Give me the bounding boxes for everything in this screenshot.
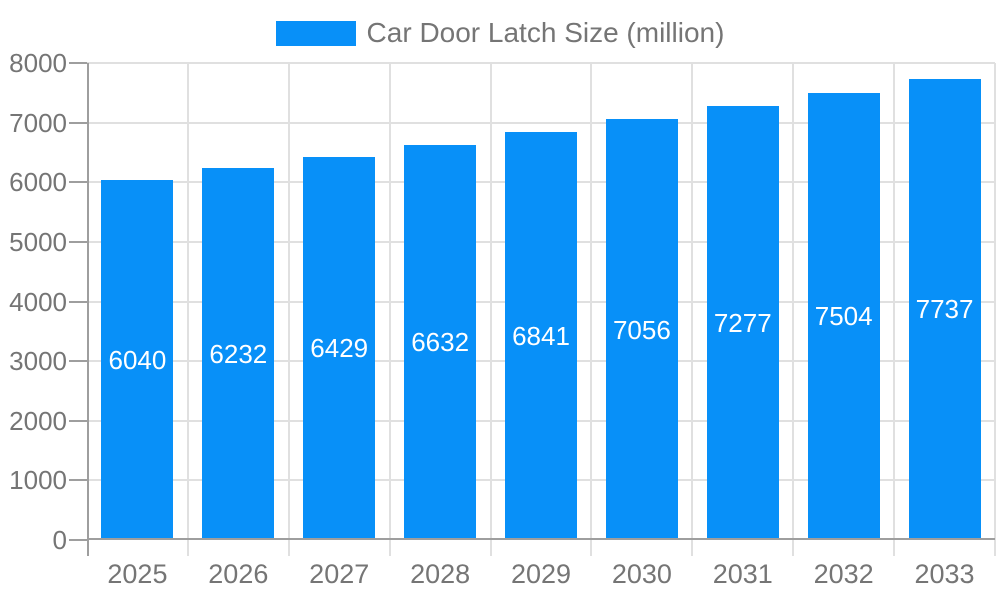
y-tick-label: 7000 [9, 107, 67, 138]
gridline-vertical [388, 63, 391, 540]
gridline-vertical [489, 63, 492, 540]
y-axis-tick [69, 300, 87, 303]
y-axis-tick [69, 479, 87, 482]
y-axis-tick [69, 121, 87, 124]
bar-2025[interactable]: 6040 [101, 179, 174, 540]
x-tick-label: 2027 [309, 559, 370, 589]
bar-2028[interactable]: 6632 [404, 144, 477, 540]
bar-value-label: 7277 [713, 308, 772, 339]
x-tick-label: 2026 [208, 559, 269, 589]
x-axis-tick [388, 540, 391, 556]
x-tick-label: 2029 [510, 559, 572, 589]
x-axis-tick [186, 540, 189, 556]
x-axis-tick [287, 540, 290, 556]
bar-value-label: 7737 [915, 294, 974, 325]
y-tick-label: 8000 [9, 48, 67, 78]
x-tick-label: 2032 [813, 559, 874, 589]
gridline-vertical [994, 63, 996, 540]
legend[interactable]: Car Door Latch Size (million) [0, 19, 1000, 47]
gridline-horizontal [87, 121, 995, 124]
y-tick-label: 4000 [9, 286, 67, 317]
x-axis-tick [590, 540, 593, 556]
bar-value-label: 6040 [108, 344, 167, 375]
x-axis-tick [994, 540, 996, 556]
x-tick-label: 2031 [712, 559, 773, 589]
bar-2027[interactable]: 6429 [303, 156, 376, 540]
bar-2032[interactable]: 7504 [807, 92, 880, 540]
gridline-vertical [590, 63, 593, 540]
x-tick-label: 2033 [914, 559, 975, 589]
gridline-vertical [287, 63, 290, 540]
y-tick-label: 0 [52, 525, 67, 555]
y-axis-tick [69, 240, 87, 243]
legend-label: Car Door Latch Size (million) [366, 17, 725, 48]
bar-value-label: 6841 [512, 321, 570, 352]
gridline-horizontal [87, 62, 995, 64]
bar-2029[interactable]: 6841 [505, 132, 577, 540]
x-axis-tick [792, 540, 795, 556]
bar-2033[interactable]: 7737 [908, 78, 981, 540]
y-axis-tick [69, 419, 87, 422]
x-axis-tick [893, 540, 896, 556]
plot-area: 0 1000 2000 3000 4000 5000 6000 7000 8000 6040 623… [9, 50, 996, 588]
bar-value-label: 6429 [310, 333, 369, 364]
x-tick-label: 2028 [410, 559, 471, 589]
x-axis-line [87, 538, 995, 540]
gridline-vertical [691, 63, 694, 540]
y-tick-label: 1000 [9, 465, 67, 496]
x-axis-tick [489, 540, 492, 556]
legend-swatch [275, 20, 356, 46]
y-axis-tick [69, 62, 87, 64]
bar-2030[interactable]: 7056 [605, 119, 678, 540]
bar-value-label: 6632 [411, 327, 470, 358]
y-axis-tick [69, 181, 87, 184]
x-tick-label: 2025 [107, 559, 168, 589]
y-tick-label: 2000 [9, 405, 67, 436]
bar-2026[interactable]: 6232 [202, 168, 275, 540]
bar-value-label: 7056 [612, 314, 671, 345]
x-tick-label: 2030 [611, 559, 672, 589]
y-tick-label: 5000 [9, 226, 67, 257]
y-axis-tick [69, 360, 87, 363]
y-axis-line [87, 63, 89, 556]
bar-2031[interactable]: 7277 [706, 106, 779, 540]
x-axis-tick [691, 540, 694, 556]
gridline-vertical [792, 63, 795, 540]
gridline-vertical [893, 63, 896, 540]
y-axis-tick [69, 539, 87, 541]
y-tick-label: 3000 [9, 346, 67, 377]
y-tick-label: 6000 [9, 167, 67, 198]
gridline-vertical [186, 63, 189, 540]
bar-value-label: 6232 [209, 339, 268, 370]
bar-value-label: 7504 [814, 301, 873, 332]
